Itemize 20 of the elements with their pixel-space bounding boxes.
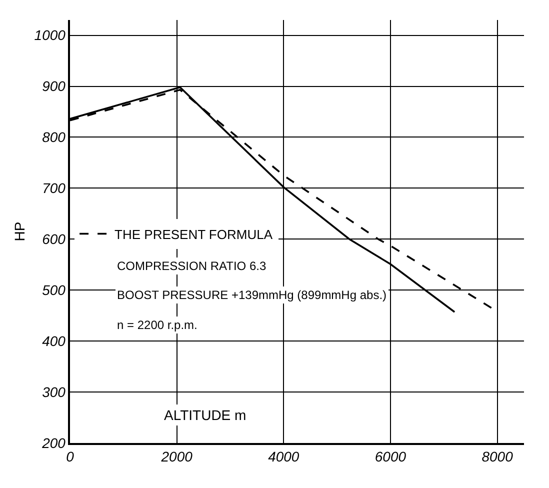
y-tick-label: 1000 — [34, 27, 66, 44]
y-tick-label: 900 — [42, 78, 66, 94]
y-tick-label: 300 — [42, 384, 66, 400]
annotation: n = 2200 r.p.m. — [117, 318, 198, 332]
y-tick-label: 700 — [42, 180, 66, 196]
x-tick-label: 8000 — [482, 448, 514, 465]
x-tick-label: 6000 — [374, 448, 406, 465]
x-tick-label: 2000 — [160, 448, 193, 465]
x-tick-label: 0 — [66, 448, 74, 465]
y-tick-label: 600 — [42, 231, 66, 248]
y-tick-label: 500 — [42, 282, 66, 298]
annotation: COMPRESSION RATIO 6.3 — [117, 259, 266, 273]
y-axis-title: HP — [11, 222, 28, 242]
y-tick-label: 200 — [41, 434, 66, 451]
y-tick-label: 800 — [42, 129, 66, 146]
y-tick-label: 400 — [42, 332, 66, 349]
legend-label: THE PRESENT FORMULA — [114, 226, 273, 242]
x-tick-label: 4000 — [268, 448, 300, 465]
x-axis-title: ALTITUDE m — [164, 407, 246, 423]
annotation: BOOST PRESSURE +139mmHg (899mmHg abs.) — [117, 288, 387, 302]
